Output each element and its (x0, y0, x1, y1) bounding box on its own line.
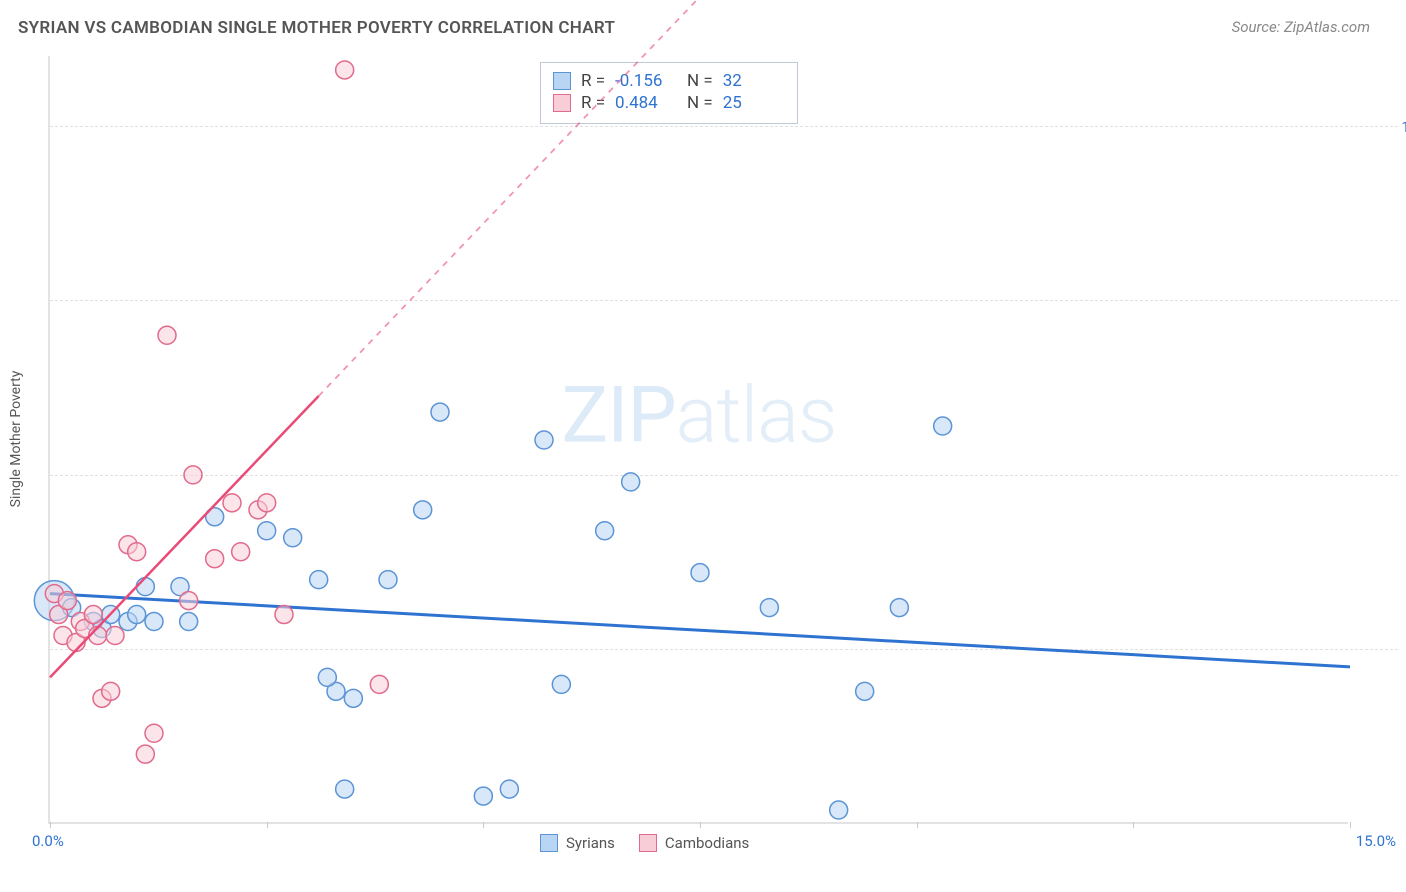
data-point (552, 675, 570, 693)
legend-item: Syrians (540, 834, 615, 852)
data-point (232, 543, 250, 561)
chart-title: SYRIAN VS CAMBODIAN SINGLE MOTHER POVERT… (18, 18, 615, 38)
data-point (84, 606, 102, 624)
data-point (136, 745, 154, 763)
series-swatch (639, 834, 657, 852)
data-point (414, 501, 432, 519)
trend-line-extrapolated (319, 0, 787, 396)
x-tick (50, 822, 51, 828)
legend-label: Cambodians (665, 834, 749, 852)
y-tick-label: 100.0% (1401, 118, 1406, 136)
x-tick (267, 822, 268, 828)
data-point (431, 403, 449, 421)
data-point (128, 606, 146, 624)
x-axis-min-label: 0.0% (32, 832, 64, 850)
y-axis-title: Single Mother Poverty (8, 371, 24, 508)
data-point (128, 543, 146, 561)
data-point (830, 801, 848, 819)
data-point (691, 564, 709, 582)
plot-area: Single Mother Poverty ZIPatlas 25.0%50.0… (48, 56, 1348, 824)
legend-item: Cambodians (639, 834, 749, 852)
data-point (145, 724, 163, 742)
data-point (379, 571, 397, 589)
data-point (223, 494, 241, 512)
legend-label: Syrians (566, 834, 615, 852)
x-tick (917, 822, 918, 828)
data-point (344, 689, 362, 707)
data-point (258, 494, 276, 512)
data-point (856, 682, 874, 700)
data-point (184, 466, 202, 484)
data-point (258, 522, 276, 540)
data-point (890, 599, 908, 617)
data-point (58, 592, 76, 610)
data-point (760, 599, 778, 617)
data-point (158, 326, 176, 344)
x-tick (483, 822, 484, 828)
legend: Syrians Cambodians (540, 834, 749, 852)
chart-container: SYRIAN VS CAMBODIAN SINGLE MOTHER POVERT… (0, 0, 1406, 892)
data-point (206, 550, 224, 568)
data-point (275, 606, 293, 624)
data-point (106, 626, 124, 644)
data-point (934, 417, 952, 435)
trend-line (50, 594, 1350, 667)
data-point (284, 529, 302, 547)
data-point (370, 675, 388, 693)
data-point (336, 780, 354, 798)
data-point (318, 668, 336, 686)
x-axis-max-label: 15.0% (1356, 832, 1396, 850)
data-point (136, 578, 154, 596)
data-point (310, 571, 328, 589)
data-point (622, 473, 640, 491)
data-point (145, 613, 163, 631)
data-point (500, 780, 518, 798)
data-point (180, 613, 198, 631)
x-tick (700, 822, 701, 828)
data-point (596, 522, 614, 540)
trend-line (50, 396, 319, 677)
data-point (474, 787, 492, 805)
x-tick (1350, 822, 1351, 828)
series-swatch (540, 834, 558, 852)
source-attribution: Source: ZipAtlas.com (1232, 18, 1370, 36)
data-point (336, 61, 354, 79)
data-point (535, 431, 553, 449)
scatter-plot-svg (50, 56, 1348, 822)
data-point (102, 682, 120, 700)
data-point (180, 592, 198, 610)
x-tick (1133, 822, 1134, 828)
